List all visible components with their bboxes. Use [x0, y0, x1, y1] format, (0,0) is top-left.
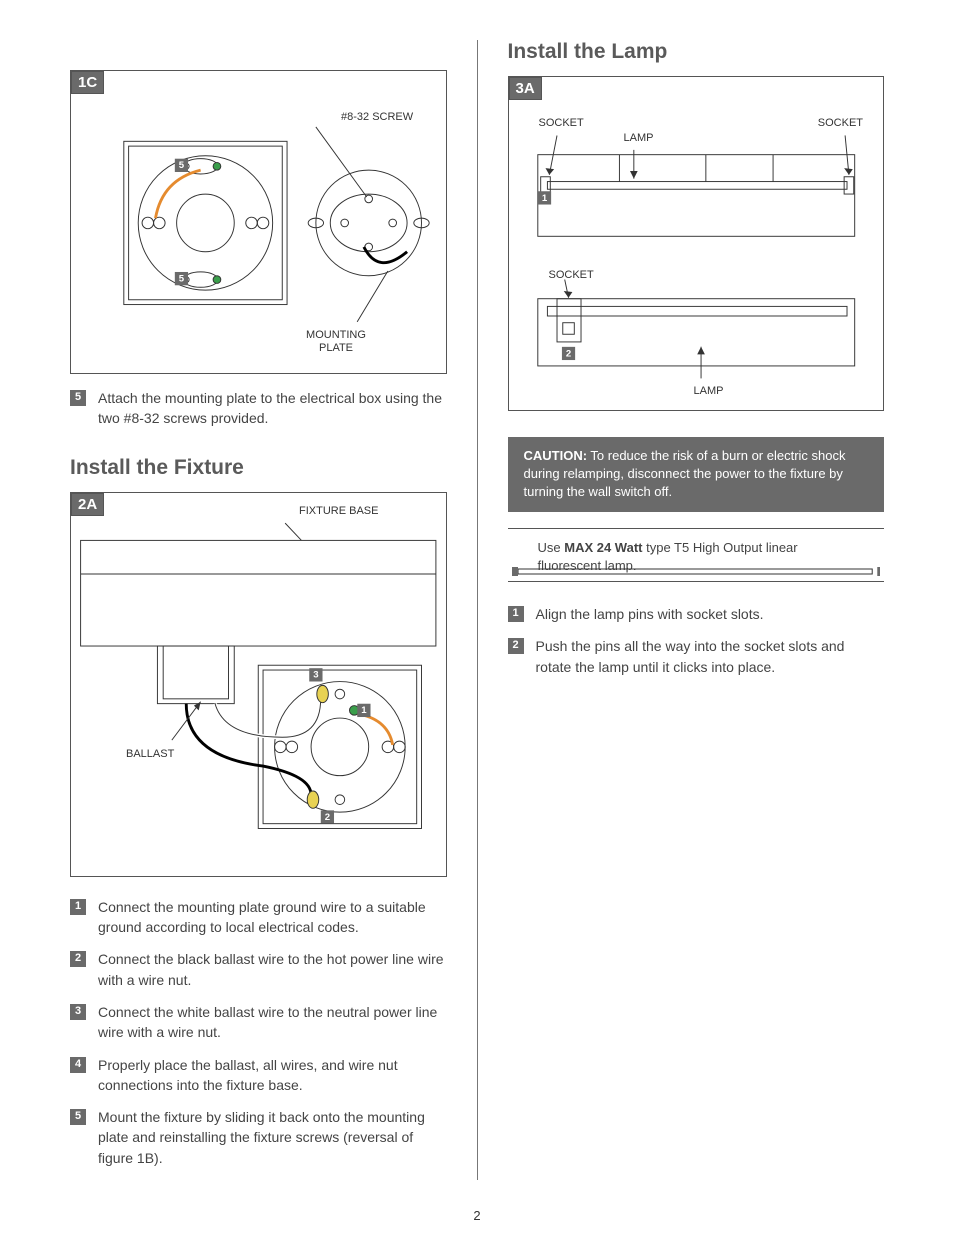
right-column: Install the Lamp 3A 1	[508, 40, 885, 1180]
fig3a-socket-l: SOCKET	[539, 117, 584, 130]
step-1c-5: 5 Attach the mounting plate to the elect…	[70, 388, 447, 429]
fig1c-callout-b: 5	[175, 272, 188, 285]
spec-pre: Use	[538, 540, 565, 555]
step-2a-2: 2Connect the black ballast wire to the h…	[70, 949, 447, 990]
heading-install-lamp: Install the Lamp	[508, 40, 885, 64]
fig2a-c2: 2	[321, 810, 334, 823]
fig3a-socket-b: SOCKET	[549, 269, 594, 282]
column-divider	[477, 40, 478, 1180]
step-2a-4: 4Properly place the ballast, all wires, …	[70, 1055, 447, 1096]
heading-install-fixture: Install the Fixture	[70, 456, 447, 480]
page-number: 2	[473, 1208, 480, 1223]
lamp-spec-box: Use MAX 24 Watt type T5 High Output line…	[508, 528, 885, 582]
fig2a-c1: 1	[357, 704, 370, 717]
fig1c-screw-label: #8-32 SCREW	[341, 111, 413, 124]
step-1c-5-num: 5	[70, 390, 86, 406]
spec-bold: MAX 24 Watt	[564, 540, 642, 555]
fig2a-ballast-label: BALLAST	[126, 748, 174, 761]
step-3a-2: 2Push the pins all the way into the sock…	[508, 636, 885, 677]
figure-1c-tag: 1C	[71, 71, 104, 94]
step-3a-1: 1Align the lamp pins with socket slots.	[508, 604, 885, 624]
figure-3a-tag: 3A	[509, 77, 542, 100]
figure-2a-tag: 2A	[71, 493, 104, 516]
fig3a-c2: 2	[561, 347, 574, 360]
fig2a-c3: 3	[309, 668, 322, 681]
step-2a-1: 1Connect the mounting plate ground wire …	[70, 897, 447, 938]
step-2a-3: 3Connect the white ballast wire to the n…	[70, 1002, 447, 1043]
fig3a-c1: 1	[537, 191, 550, 204]
fig3a-socket-r: SOCKET	[818, 117, 863, 130]
step-1c-5-text: Attach the mounting plate to the electri…	[98, 388, 447, 429]
fig1c-plate-label-2: PLATE	[319, 342, 353, 354]
left-column: 1C 5	[70, 40, 447, 1180]
fig2a-fixture-label: FIXTURE BASE	[299, 505, 378, 518]
fig3a-lamp-b: LAMP	[694, 385, 724, 398]
fig1c-plate-label-1: MOUNTING	[306, 329, 366, 341]
fig1c-callout-a: 5	[175, 158, 188, 171]
figure-1c: 1C 5	[70, 70, 447, 374]
step-2a-5: 5Mount the fixture by sliding it back on…	[70, 1107, 447, 1168]
figure-2a: 2A	[70, 492, 447, 877]
figure-3a: 3A 1	[508, 76, 885, 411]
caution-label: CAUTION:	[524, 448, 588, 463]
fig3a-lamp-top: LAMP	[624, 132, 654, 145]
caution-box: CAUTION: To reduce the risk of a burn or…	[508, 437, 885, 512]
figure-2a-svg: 1 2 3	[71, 493, 446, 876]
lamp-spec-tube-icon	[512, 567, 881, 577]
